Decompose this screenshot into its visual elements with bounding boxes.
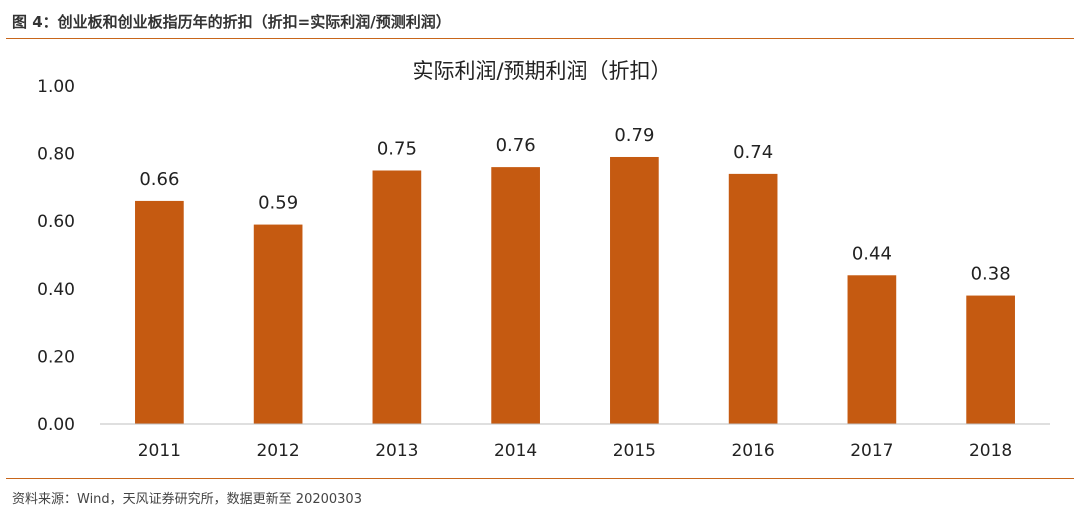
x-axis: 2011 2012 2013 2014 2015 2016 2017 2018 [100,423,1050,461]
bar-2017 [847,275,897,424]
bar-2012 [253,224,303,424]
data-label-2014: 0.76 [496,135,536,156]
data-label-2016: 0.74 [733,142,773,163]
bar-2018 [966,295,1015,424]
figure-source: 资料来源：Wind，天风证券研究所，数据更新至 20200303 [12,492,362,507]
bottom-divider [6,478,1074,479]
data-label-2015: 0.79 [614,125,654,146]
x-tick-label-2017: 2017 [850,441,893,461]
x-tick-label-2016: 2016 [731,441,774,461]
figure-header: 图 4：创业板和创业板指历年的折扣（折扣=实际利润/预测利润） [12,8,1068,38]
data-label-2013: 0.75 [377,139,417,160]
x-tick-label-2015: 2015 [613,441,656,461]
y-tick-label: 1.00 [37,77,75,97]
data-label-2011: 0.66 [139,169,179,190]
bar-2013 [372,170,422,424]
bar-2011 [135,200,184,424]
y-tick-label: 0.80 [37,145,75,165]
x-tick-label-2013: 2013 [375,441,418,461]
data-label-2017: 0.44 [852,243,892,264]
bar-2014 [491,167,540,424]
y-tick-label: 0.60 [37,212,75,232]
x-tick-label-2011: 2011 [138,441,181,461]
figure-title: 图 4：创业板和创业板指历年的折扣（折扣=实际利润/预测利润） [12,13,451,31]
data-label-2018: 0.38 [971,264,1011,285]
bar-2016 [728,173,778,424]
y-tick-label: 0.40 [37,280,75,300]
x-tick-label-2018: 2018 [969,441,1012,461]
data-label-2012: 0.59 [258,193,298,214]
bars: 0.66 0.59 0.75 0.76 0.79 0.74 0.44 0.38 [135,125,1015,424]
chart-title: 实际利润/预期利润（折扣） [412,59,671,83]
bar-chart: 实际利润/预期利润（折扣） 0.00 0.20 0.40 0.60 0.80 1.00 0… [37,59,1050,461]
y-axis: 0.00 0.20 0.40 0.60 0.80 1.00 [37,77,75,435]
bar-2015 [610,156,659,424]
y-tick-label: 0.00 [37,415,75,435]
x-tick-label-2012: 2012 [256,441,299,461]
top-divider [6,38,1074,39]
x-tick-label-2014: 2014 [494,441,537,461]
y-tick-label: 0.20 [37,347,75,367]
